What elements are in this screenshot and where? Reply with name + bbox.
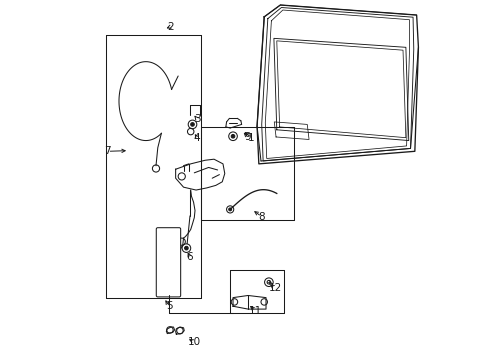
Circle shape — [184, 246, 188, 250]
Circle shape — [190, 123, 194, 126]
Text: 7: 7 — [104, 146, 111, 156]
Text: 2: 2 — [167, 22, 174, 32]
Text: 12: 12 — [268, 283, 281, 293]
Circle shape — [231, 134, 234, 138]
Text: 8: 8 — [258, 212, 264, 221]
Circle shape — [228, 208, 231, 211]
FancyBboxPatch shape — [156, 228, 180, 297]
Text: 11: 11 — [248, 306, 262, 316]
Text: 9: 9 — [244, 132, 251, 142]
Text: 1: 1 — [247, 133, 254, 143]
Text: 5: 5 — [165, 301, 172, 311]
Text: 10: 10 — [187, 337, 201, 347]
Text: 6: 6 — [186, 252, 193, 262]
Text: 3: 3 — [193, 114, 200, 124]
Text: 4: 4 — [193, 133, 200, 143]
